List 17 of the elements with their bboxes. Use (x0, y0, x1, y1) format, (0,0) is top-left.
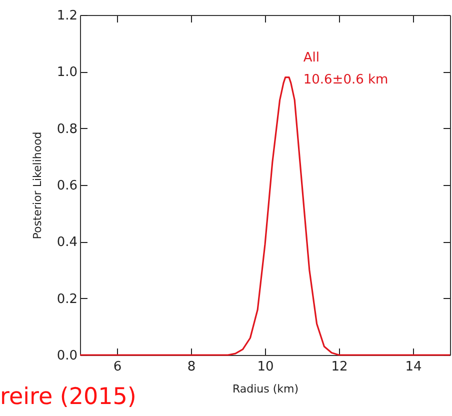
text: reire (2015) (0, 384, 136, 410)
y-tick-label: 0.4 (56, 235, 78, 250)
x-tick-label: 12 (331, 360, 348, 374)
x-tick-label: 8 (187, 360, 196, 374)
y-tick-label: 0.2 (56, 292, 78, 307)
y-tick-label: 0.0 (56, 348, 78, 364)
y-axis-title: Posterior Likelihood (30, 132, 44, 240)
y-tick-label: 0.8 (56, 122, 78, 137)
x-tick-label: 14 (405, 360, 422, 374)
y-tick-label: 0.6 (56, 178, 78, 194)
y-tick-label: 1.0 (56, 65, 78, 80)
x-tick-label: 6 (113, 360, 122, 374)
x-axis-title: Radius (km) (232, 382, 299, 396)
annotation: 10.6±0.6 km (303, 72, 388, 88)
series-label: All (303, 50, 320, 66)
x-tick-label: 10 (257, 360, 274, 374)
y-tick-label: 1.2 (56, 8, 78, 24)
